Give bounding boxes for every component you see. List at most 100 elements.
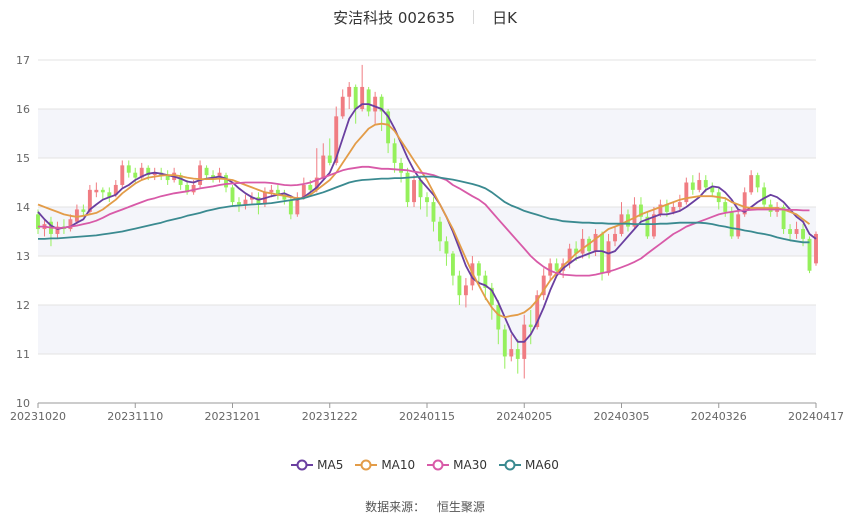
candle-body bbox=[814, 233, 818, 264]
candle-body bbox=[710, 187, 715, 193]
candle-body bbox=[528, 324, 533, 328]
legend-label: MA30 bbox=[453, 458, 488, 472]
candle-body bbox=[327, 155, 332, 163]
candle-body bbox=[198, 165, 203, 185]
x-tick-label: 20240205 bbox=[496, 410, 552, 423]
legend-swatch-icon bbox=[291, 459, 314, 471]
candle-body bbox=[489, 287, 494, 305]
candle-body bbox=[412, 180, 416, 203]
candle-body bbox=[321, 155, 326, 178]
candle-body bbox=[651, 214, 656, 237]
candle-body bbox=[496, 305, 501, 330]
candle-body bbox=[788, 229, 793, 234]
candle-body bbox=[541, 275, 546, 296]
y-tick-label: 15 bbox=[16, 152, 30, 165]
candle-body bbox=[74, 209, 79, 222]
legend-label: MA60 bbox=[525, 458, 559, 472]
ma-line-ma60 bbox=[38, 175, 810, 244]
x-tick-label: 20240326 bbox=[691, 410, 747, 423]
candle-body bbox=[502, 329, 507, 357]
candle-body bbox=[94, 189, 99, 193]
candle-body bbox=[749, 175, 754, 193]
y-tick-label: 11 bbox=[16, 348, 30, 361]
candle-body bbox=[535, 295, 540, 328]
candle-body bbox=[801, 229, 805, 239]
candle-body bbox=[120, 165, 125, 185]
candle-body bbox=[224, 175, 228, 188]
ma-line-ma10 bbox=[37, 122, 811, 319]
candle-body bbox=[457, 275, 462, 296]
y-tick-label: 14 bbox=[16, 201, 30, 214]
candle-body bbox=[230, 187, 235, 203]
candle-body bbox=[781, 207, 786, 230]
legend-item-ma5[interactable]: MA5 bbox=[291, 458, 343, 472]
candle-body bbox=[794, 229, 799, 234]
candle-body bbox=[373, 96, 378, 112]
candle-body bbox=[399, 162, 404, 173]
candle-body bbox=[762, 187, 767, 205]
candle-body bbox=[703, 180, 708, 188]
candle-body bbox=[347, 86, 352, 97]
candle-body bbox=[301, 184, 306, 198]
legend-swatch-icon bbox=[355, 459, 378, 471]
candle-body bbox=[113, 184, 118, 195]
candle-body bbox=[87, 189, 92, 212]
candle-body bbox=[360, 86, 365, 109]
candle-body bbox=[606, 241, 611, 274]
candle-body bbox=[658, 204, 663, 215]
candle-body bbox=[548, 263, 553, 276]
candle-body bbox=[587, 238, 592, 252]
candle-body bbox=[295, 197, 300, 215]
legend-swatch-icon bbox=[427, 459, 450, 471]
candle-body bbox=[438, 221, 442, 242]
candle-body bbox=[632, 204, 637, 227]
candle-body bbox=[476, 263, 481, 276]
candle-body bbox=[755, 175, 760, 188]
candle-body bbox=[664, 204, 669, 212]
candle-body bbox=[697, 180, 702, 190]
candle-body bbox=[425, 197, 429, 203]
y-tick-label: 17 bbox=[16, 54, 30, 67]
candle-body bbox=[185, 184, 190, 193]
candle-body bbox=[165, 175, 170, 181]
candle-body bbox=[677, 202, 682, 207]
candle-body bbox=[334, 116, 339, 163]
source-value: 恒生聚源 bbox=[436, 500, 485, 514]
ma-line-ma30 bbox=[38, 165, 810, 277]
grid-band bbox=[38, 305, 816, 354]
chart-legend: MA5 MA10 MA30 MA60 bbox=[0, 458, 850, 472]
legend-swatch-icon bbox=[499, 459, 522, 471]
source-label: 数据来源： bbox=[365, 500, 426, 514]
candle-body bbox=[386, 111, 391, 144]
candle-body bbox=[444, 241, 449, 254]
candle-body bbox=[431, 202, 436, 222]
candle-body bbox=[275, 189, 280, 195]
legend-item-ma30[interactable]: MA30 bbox=[427, 458, 487, 472]
candle-body bbox=[483, 275, 488, 288]
candle-body bbox=[515, 349, 520, 359]
candle-body bbox=[509, 349, 514, 357]
candle-body bbox=[250, 197, 254, 200]
candle-body bbox=[288, 199, 293, 215]
candle-body bbox=[256, 197, 261, 205]
candle-body bbox=[613, 233, 617, 242]
candle-body bbox=[340, 96, 345, 117]
candle-body bbox=[450, 253, 455, 276]
grid-band bbox=[38, 109, 816, 158]
y-tick-label: 10 bbox=[16, 397, 30, 410]
legend-item-ma10[interactable]: MA10 bbox=[355, 458, 415, 472]
candle-body bbox=[567, 248, 572, 264]
candle-body bbox=[139, 167, 144, 178]
candle-body bbox=[126, 165, 131, 173]
candle-body bbox=[353, 86, 358, 109]
x-tick-label: 20231201 bbox=[205, 410, 261, 423]
candle-body bbox=[418, 180, 423, 198]
candle-body bbox=[81, 209, 86, 212]
candle-body bbox=[580, 238, 585, 254]
candle-body bbox=[36, 214, 40, 230]
candle-body bbox=[684, 182, 689, 203]
y-tick-label: 16 bbox=[16, 103, 30, 116]
legend-item-ma60[interactable]: MA60 bbox=[499, 458, 559, 472]
legend-label: MA5 bbox=[317, 458, 344, 472]
candle-body bbox=[405, 172, 410, 203]
